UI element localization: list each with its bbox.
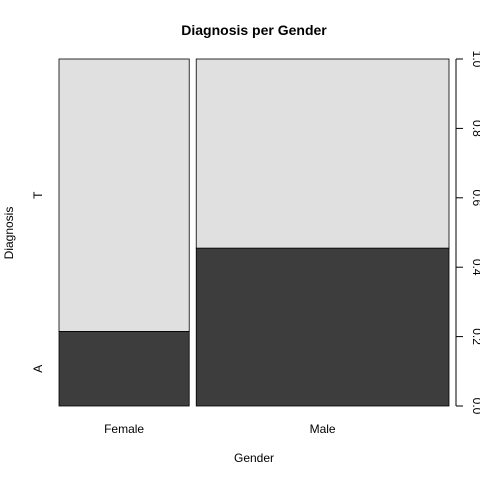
bar-male-a	[196, 248, 449, 406]
right-axis-tick-label: 0.8	[470, 120, 480, 137]
chart-title: Diagnosis per Gender	[181, 22, 327, 38]
y-axis-title: Diagnosis	[2, 207, 16, 260]
bar-female-a	[59, 331, 189, 406]
x-tick-label-male: Male	[310, 422, 336, 436]
x-tick-labels: Female Male	[104, 422, 336, 436]
bar-female-t	[59, 59, 189, 331]
spine-bars	[59, 59, 449, 406]
right-axis-tick-label: 0.0	[470, 398, 480, 415]
right-axis: 0.0 0.2 0.4 0.6 0.8 1.0	[456, 51, 480, 415]
right-axis-tick-label: 0.2	[470, 328, 480, 345]
right-axis-tick-label: 0.6	[470, 189, 480, 206]
x-axis-title: Gender	[234, 451, 274, 465]
y-category-label-a: A	[31, 365, 45, 373]
y-category-labels: AT	[31, 191, 45, 373]
y-category-label-t: T	[31, 191, 45, 199]
right-axis-tick-label: 1.0	[470, 51, 480, 68]
right-axis-tick-label: 0.4	[470, 259, 480, 276]
x-tick-label-female: Female	[104, 422, 144, 436]
bar-male-t	[196, 59, 449, 248]
